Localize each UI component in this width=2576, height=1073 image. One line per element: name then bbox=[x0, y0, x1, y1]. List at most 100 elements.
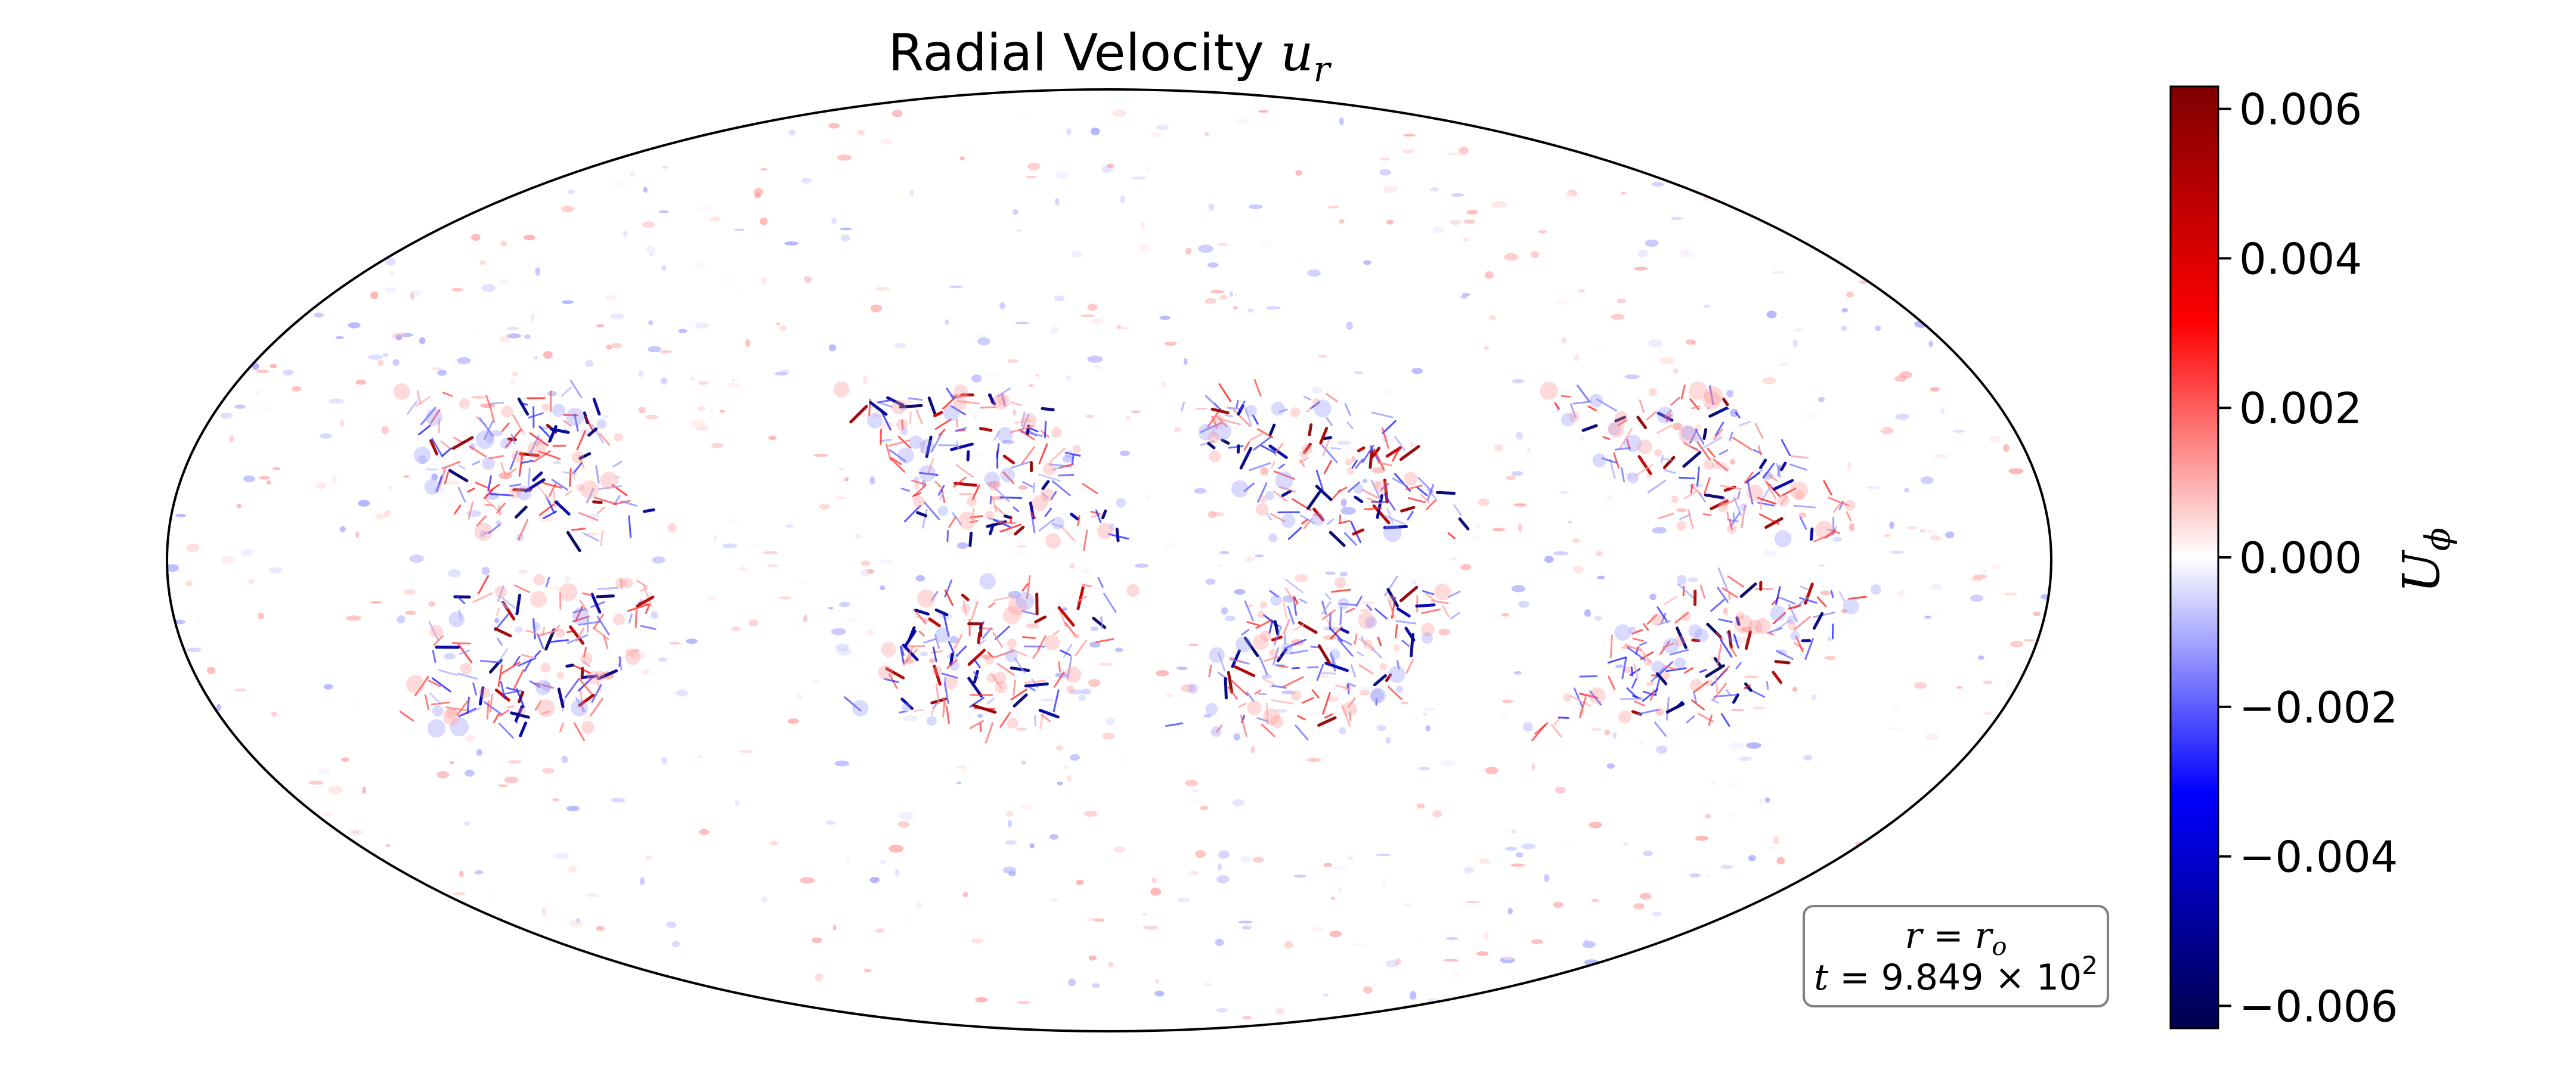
velocity-feature bbox=[1788, 622, 1796, 630]
velocity-feature bbox=[1293, 874, 1306, 878]
velocity-feature bbox=[531, 314, 535, 322]
velocity-feature bbox=[1563, 693, 1572, 702]
velocity-feature bbox=[1674, 635, 1685, 647]
velocity-feature bbox=[460, 662, 472, 675]
velocity-feature bbox=[596, 594, 615, 598]
velocity-feature bbox=[1363, 986, 1373, 994]
velocity-feature bbox=[945, 676, 958, 690]
velocity-feature bbox=[1097, 576, 1104, 588]
velocity-feature bbox=[1161, 380, 1166, 387]
velocity-feature bbox=[1393, 644, 1400, 652]
velocity-feature bbox=[760, 168, 768, 171]
velocity-feature bbox=[1466, 901, 1481, 904]
velocity-feature bbox=[749, 543, 760, 548]
velocity-feature bbox=[1115, 528, 1120, 542]
velocity-feature bbox=[1506, 475, 1516, 480]
velocity-feature bbox=[899, 404, 923, 409]
velocity-feature bbox=[465, 770, 475, 777]
velocity-feature bbox=[1008, 359, 1018, 363]
velocity-feature bbox=[600, 472, 618, 490]
velocity-feature bbox=[1374, 480, 1389, 494]
velocity-feature bbox=[1451, 193, 1464, 197]
velocity-feature bbox=[1233, 409, 1251, 427]
velocity-feature bbox=[1062, 607, 1067, 612]
velocity-feature bbox=[916, 511, 928, 517]
velocity-feature bbox=[866, 629, 875, 637]
velocity-feature bbox=[1013, 693, 1028, 708]
velocity-feature bbox=[388, 352, 404, 358]
velocity-feature bbox=[1026, 575, 1031, 599]
velocity-feature bbox=[362, 786, 366, 794]
velocity-feature bbox=[628, 515, 632, 538]
velocity-feature bbox=[953, 384, 968, 399]
velocity-feature bbox=[1511, 471, 1524, 476]
velocity-feature bbox=[1331, 654, 1336, 665]
velocity-feature bbox=[1758, 513, 1780, 525]
velocity-feature bbox=[498, 278, 510, 284]
velocity-feature bbox=[1710, 780, 1718, 785]
velocity-feature bbox=[1704, 493, 1725, 500]
velocity-feature bbox=[1453, 504, 1463, 516]
velocity-feature bbox=[1402, 903, 1412, 907]
velocity-feature bbox=[175, 513, 186, 517]
velocity-feature bbox=[888, 449, 907, 463]
velocity-feature bbox=[1240, 856, 1252, 863]
velocity-feature bbox=[1680, 384, 1686, 400]
velocity-feature bbox=[1339, 603, 1357, 606]
velocity-feature bbox=[1227, 686, 1238, 700]
velocity-feature bbox=[1015, 321, 1030, 324]
velocity-feature bbox=[500, 681, 506, 700]
colorbar-tick-label: 0.004 bbox=[2239, 234, 2362, 284]
velocity-feature bbox=[580, 480, 599, 499]
velocity-feature bbox=[1707, 448, 1716, 458]
velocity-feature bbox=[1087, 355, 1103, 363]
velocity-feature bbox=[604, 294, 618, 301]
velocity-feature bbox=[1717, 567, 1728, 590]
velocity-feature bbox=[1232, 799, 1244, 807]
velocity-feature bbox=[987, 393, 996, 405]
velocity-feature bbox=[1781, 488, 1797, 497]
velocity-feature bbox=[1349, 711, 1352, 721]
velocity-feature bbox=[1460, 564, 1472, 570]
velocity-feature bbox=[1407, 510, 1414, 520]
velocity-feature bbox=[928, 617, 941, 628]
velocity-feature bbox=[1813, 612, 1836, 618]
velocity-feature bbox=[1306, 758, 1321, 762]
velocity-feature bbox=[1631, 678, 1637, 689]
velocity-feature bbox=[1185, 247, 1191, 255]
velocity-feature bbox=[1278, 408, 1288, 413]
velocity-feature bbox=[970, 520, 979, 523]
velocity-feature bbox=[529, 432, 549, 446]
velocity-feature bbox=[1762, 377, 1776, 384]
velocity-feature bbox=[1229, 291, 1233, 297]
velocity-feature bbox=[1580, 436, 1584, 441]
velocity-feature bbox=[823, 879, 832, 886]
velocity-feature bbox=[1218, 850, 1230, 859]
velocity-feature bbox=[1321, 600, 1327, 615]
velocity-feature bbox=[1088, 955, 1097, 961]
velocity-feature bbox=[1608, 421, 1624, 438]
velocity-feature bbox=[432, 650, 436, 663]
velocity-feature bbox=[1150, 887, 1162, 896]
velocity-feature bbox=[731, 379, 735, 382]
velocity-feature bbox=[1427, 488, 1436, 499]
velocity-feature bbox=[1679, 425, 1696, 444]
velocity-feature bbox=[1699, 584, 1706, 599]
velocity-feature bbox=[571, 528, 586, 531]
velocity-feature bbox=[1792, 339, 1798, 348]
velocity-feature bbox=[660, 350, 672, 353]
velocity-feature bbox=[1794, 328, 1804, 333]
velocity-feature bbox=[1322, 609, 1336, 621]
velocity-feature bbox=[987, 480, 1001, 488]
velocity-feature bbox=[428, 680, 441, 687]
velocity-feature bbox=[1729, 511, 1741, 528]
velocity-feature bbox=[1041, 714, 1051, 722]
velocity-feature bbox=[1021, 430, 1044, 437]
velocity-feature bbox=[1419, 767, 1431, 771]
velocity-feature bbox=[469, 445, 487, 458]
velocity-feature bbox=[1319, 674, 1329, 678]
velocity-feature bbox=[913, 709, 924, 712]
velocity-feature bbox=[1112, 109, 1126, 117]
velocity-feature bbox=[978, 639, 986, 646]
velocity-feature bbox=[496, 503, 506, 514]
